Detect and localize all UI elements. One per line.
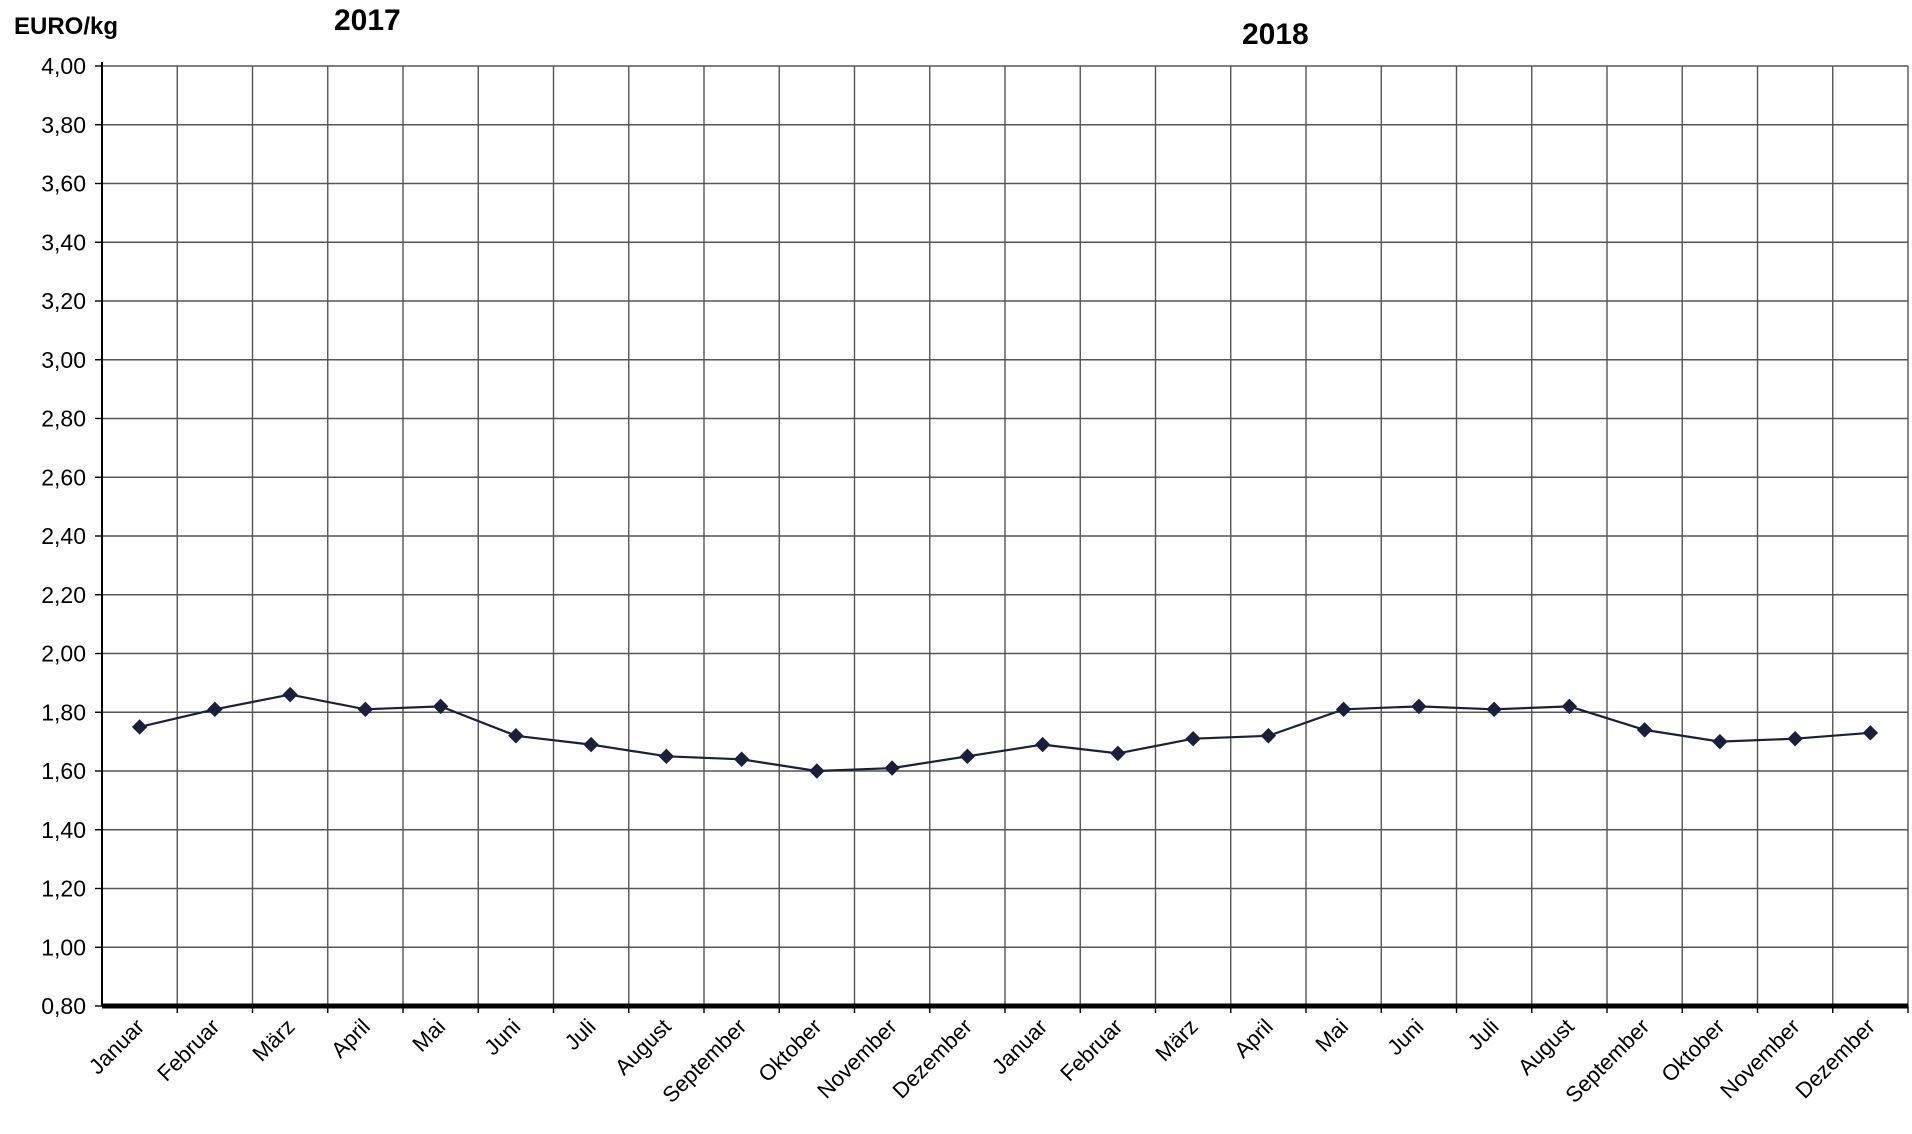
data-point — [733, 751, 750, 767]
x-tick-label: Juni — [1382, 1014, 1428, 1060]
year-label-2017: 2017 — [334, 4, 401, 37]
y-tick-label: 1,00 — [41, 934, 86, 960]
y-tick-label: 3,80 — [41, 112, 86, 138]
x-tick-label: März — [247, 1014, 299, 1066]
data-point — [1335, 701, 1352, 718]
x-tick-label: Mai — [407, 1014, 450, 1057]
data-point — [1636, 722, 1653, 738]
x-tick-label: Juli — [1463, 1014, 1504, 1055]
x-tick-label: Februar — [1055, 1014, 1127, 1086]
y-axis-label: EURO/kg — [14, 13, 118, 40]
data-point — [432, 698, 449, 715]
data-point — [508, 728, 524, 744]
series-line-layer — [139, 693, 1871, 773]
axes — [95, 62, 1909, 1013]
year-label-2018: 2018 — [1242, 18, 1309, 51]
data-point — [959, 748, 976, 765]
grid — [102, 65, 1909, 1006]
y-tick-label: 0,80 — [41, 993, 86, 1019]
data-point — [1411, 698, 1427, 715]
data-point — [131, 719, 148, 735]
y-tick-label: 2,20 — [41, 582, 86, 608]
x-tick-label: Januar — [84, 1014, 149, 1079]
x-tick-label: Juni — [479, 1014, 525, 1060]
x-tick-label: April — [326, 1014, 375, 1063]
y-tick-label: 2,80 — [41, 406, 86, 432]
data-point — [658, 748, 675, 765]
x-tick-label: März — [1150, 1014, 1202, 1066]
data-point — [1034, 736, 1051, 753]
x-tick-label: August — [1513, 1014, 1579, 1080]
data-point — [1561, 698, 1578, 715]
y-tick-labels: 0,80 1,00 1,20 1,40 1,60 1,80 2,00 2,20 2,40 2,60… — [41, 53, 86, 1019]
x-tick-label: Oktober — [753, 1014, 826, 1087]
x-tick-label: Mai — [1310, 1014, 1353, 1057]
series-line — [139, 693, 1871, 773]
data-point — [583, 736, 599, 753]
data-point — [1260, 728, 1277, 744]
y-tick-label: 4,00 — [41, 53, 86, 79]
x-tick-label: Februar — [152, 1014, 224, 1086]
x-tick-label: Juli — [560, 1014, 601, 1055]
y-tick-label: 1,40 — [41, 817, 86, 843]
data-point — [809, 763, 825, 779]
data-point — [1486, 701, 1502, 718]
y-tick-label: 2,60 — [41, 464, 86, 490]
x-tick-label: Oktober — [1656, 1014, 1729, 1087]
y-tick-label: 2,00 — [41, 641, 86, 667]
data-point — [1862, 725, 1879, 741]
y-tick-label: 2,40 — [41, 523, 86, 549]
data-points — [131, 686, 1879, 779]
y-tick-label: 1,60 — [41, 758, 86, 784]
y-tick-label: 3,60 — [41, 171, 86, 197]
x-tick-label: Januar — [987, 1014, 1052, 1079]
y-tick-label: 3,20 — [41, 288, 86, 314]
x-tick-label: Dezember — [1790, 1014, 1879, 1103]
data-point — [1712, 733, 1728, 750]
x-tick-label: Dezember — [887, 1014, 976, 1103]
x-tick-labels: Januar Februar März April Mai Juni Juli AugustS… — [84, 1014, 1880, 1108]
y-tick-label: 1,20 — [41, 876, 86, 902]
x-tick-label: November — [812, 1014, 901, 1103]
y-tick-label: 3,00 — [41, 347, 86, 373]
x-tick-label: November — [1715, 1014, 1804, 1103]
data-point — [1787, 730, 1803, 747]
x-tick-label: April — [1229, 1014, 1278, 1063]
data-point — [357, 701, 374, 718]
data-point — [1185, 730, 1201, 747]
x-tick-label: August — [610, 1014, 676, 1080]
y-tick-label: 1,80 — [41, 699, 86, 725]
y-tick-label: 3,40 — [41, 229, 86, 255]
data-point — [884, 760, 900, 776]
data-point — [1110, 745, 1126, 762]
data-point — [282, 686, 298, 703]
data-point — [207, 701, 223, 718]
